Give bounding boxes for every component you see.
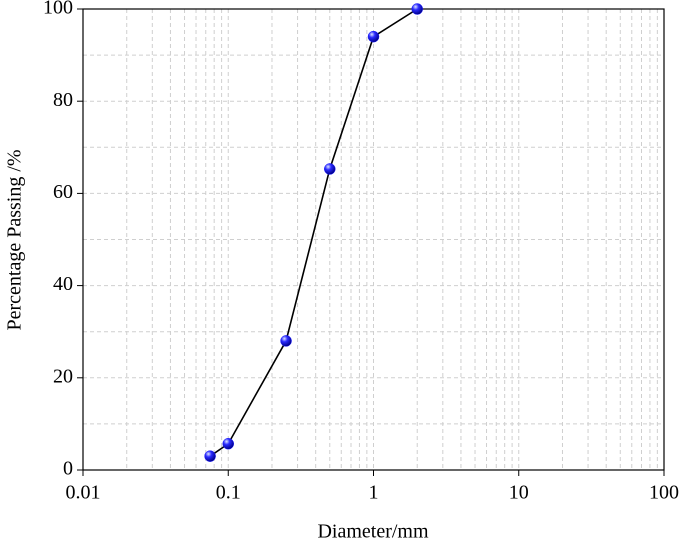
x-tick-label: 10 bbox=[509, 482, 529, 504]
x-tick-label: 1 bbox=[369, 482, 379, 504]
x-tick-label: 0.1 bbox=[216, 482, 241, 504]
data-point bbox=[367, 30, 380, 43]
x-axis-label: Diameter/mm bbox=[317, 521, 429, 543]
y-tick-label: 40 bbox=[53, 273, 73, 295]
y-tick-label: 60 bbox=[53, 181, 73, 203]
data-point bbox=[204, 450, 216, 462]
x-tick-label: 100 bbox=[649, 482, 679, 504]
x-tick-label: 0.01 bbox=[66, 482, 101, 504]
data-line bbox=[209, 8, 418, 457]
y-tick-label: 0 bbox=[63, 458, 73, 480]
plot-frame bbox=[82, 8, 665, 471]
y-tick-label: 80 bbox=[53, 89, 73, 111]
y-axis-label: Percentage Passing /% bbox=[4, 149, 26, 330]
data-point bbox=[324, 163, 336, 175]
data-point bbox=[222, 437, 234, 450]
data-point bbox=[280, 335, 292, 347]
data-point bbox=[411, 3, 423, 15]
y-tick-label: 20 bbox=[53, 365, 73, 387]
y-tick-label: 100 bbox=[43, 0, 73, 19]
